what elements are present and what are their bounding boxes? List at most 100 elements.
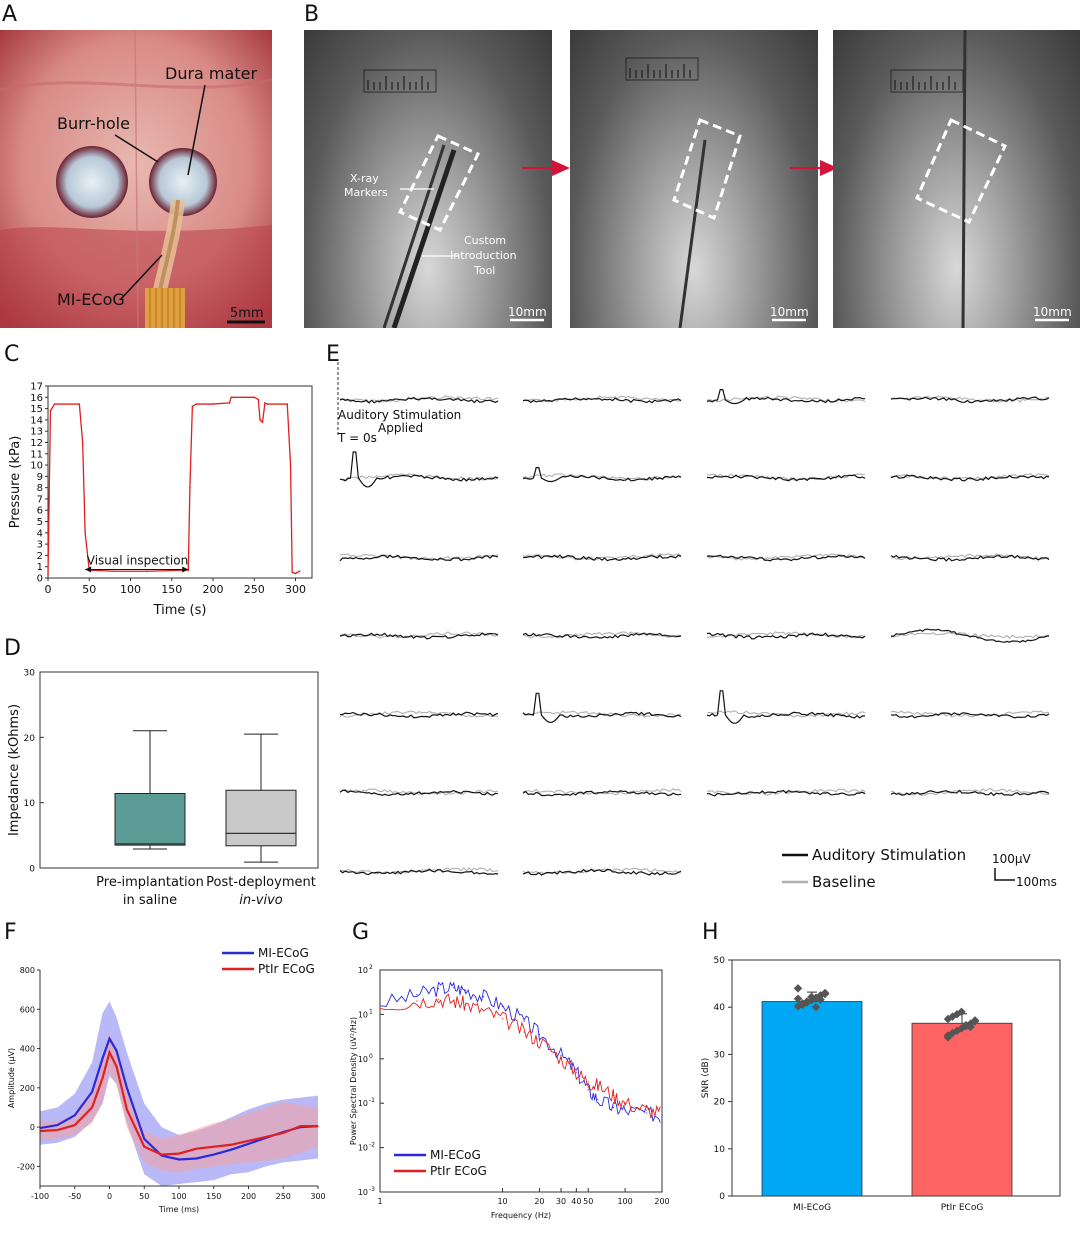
scale-label-a: 5mm <box>230 306 264 321</box>
category-label: Pre-implantation <box>96 875 204 890</box>
trace-stimulation <box>523 554 682 562</box>
y-tick-label: 17 <box>30 382 43 393</box>
y-tick-label: 2 <box>37 551 43 562</box>
pressure-point <box>294 572 297 575</box>
y-tick-label: 0 <box>30 1123 35 1132</box>
pressure-point <box>266 403 269 405</box>
marker-box-2 <box>672 118 742 221</box>
trace-baseline <box>706 473 866 481</box>
series-point <box>300 1125 302 1127</box>
psd-point <box>597 1084 599 1087</box>
trace-stimulation <box>522 868 682 876</box>
series-point <box>74 1124 76 1126</box>
arrow-head-right <box>182 566 189 573</box>
series-point <box>230 1149 232 1151</box>
box-1 <box>114 793 186 846</box>
marker-box-1 <box>397 134 481 232</box>
plot-frame <box>731 959 1061 1197</box>
pressure-point <box>81 441 84 444</box>
x-tick-label: 100 <box>171 1192 186 1201</box>
pressure-point <box>146 570 148 573</box>
trace-stimulation <box>522 790 682 797</box>
trace-baseline <box>339 710 499 718</box>
series-point <box>178 1153 180 1155</box>
trace-stimulation <box>890 554 1050 562</box>
psd-point <box>646 1112 648 1114</box>
y-tick-label: 0 <box>719 1192 725 1202</box>
psd-point <box>661 1112 663 1114</box>
label-tool-1: Custom <box>464 234 506 247</box>
x-tick-label: 1 <box>377 1197 382 1206</box>
y-tick-label: 13 <box>30 427 43 438</box>
y-tick-label: 10 <box>714 1145 726 1155</box>
label-xray-markers-1: X-ray <box>350 172 379 185</box>
x-tick-label: 30 <box>556 1197 566 1206</box>
trace-baseline <box>522 631 682 639</box>
pressure-line <box>47 396 300 575</box>
trace-baseline <box>706 395 866 403</box>
series-point <box>195 1148 197 1150</box>
xray-image-1: X-ray Markers Custom Introduction Tool 1… <box>304 30 552 328</box>
series-point <box>126 1087 128 1089</box>
pressure-point <box>228 402 231 404</box>
y-tick-label: 6 <box>37 506 43 517</box>
y-axis-label: SNR (dB) <box>701 1058 711 1098</box>
psd-line-1 <box>379 981 661 1123</box>
y-axis-label: Power Spectral Density (uV²/Hz) <box>349 1017 358 1145</box>
pressure-point <box>78 403 81 405</box>
x-tick-label: 300 <box>310 1192 325 1201</box>
pressure-point <box>253 396 256 399</box>
y-tick-label: 200 <box>20 1084 35 1093</box>
scale-label-b3: 10mm <box>1033 305 1072 319</box>
series-point <box>265 1136 267 1138</box>
arrow-head-left <box>85 566 92 573</box>
label-burr-hole: Burr-hole <box>57 114 130 133</box>
psd-point <box>482 996 485 998</box>
y-tick-exp: -3 <box>369 1186 375 1193</box>
y-tick-base: 10 <box>358 1010 368 1019</box>
psd-point <box>416 1000 418 1002</box>
category-label: PtIr ECoG <box>941 1203 984 1213</box>
series-point <box>108 1038 111 1040</box>
panel-d-letter: D <box>4 636 21 661</box>
x-tick-label: 250 <box>244 583 265 596</box>
series-point <box>178 1158 180 1161</box>
x-axis-label: Time (ms) <box>158 1205 199 1214</box>
x-tick-label: 250 <box>276 1192 291 1201</box>
pressure-point <box>212 403 214 405</box>
trace-baseline <box>522 395 682 403</box>
label-tool-2: Introduction <box>450 249 517 262</box>
y-tick-exp: -2 <box>369 1142 375 1149</box>
y-tick-label: 3 <box>37 540 43 551</box>
series-point <box>56 1129 58 1131</box>
psd-point <box>575 1071 577 1073</box>
y-tick-exp: 1 <box>369 1008 373 1015</box>
trace-stimulation <box>522 632 682 639</box>
y-tick-exp: 0 <box>369 1053 373 1060</box>
pressure-point <box>257 398 260 401</box>
psd-chart: 10 -310 -210 -110 010 110 21 10 20 30 40 50 100 200Fr… <box>349 964 670 1220</box>
category-label: in-vivo <box>239 893 283 908</box>
y-axis-label: Pressure (kPa) <box>8 436 23 529</box>
pressure-point <box>189 486 191 489</box>
y-tick-label: 4 <box>37 528 43 539</box>
x-tick-label: 10 <box>497 1197 507 1206</box>
x-tick-label: 50 <box>583 1197 593 1206</box>
label-tool-3: Tool <box>473 264 495 277</box>
series-point <box>74 1114 76 1116</box>
psd-point <box>538 1034 541 1036</box>
pressure-point <box>261 421 264 423</box>
series-point <box>247 1140 250 1142</box>
trace-stimulation <box>706 632 866 640</box>
y-tick-label: 0 <box>29 865 35 875</box>
inspection-label: Visual inspection <box>87 554 188 568</box>
plot-frame <box>39 671 319 869</box>
x-tick-label: 100 <box>617 1197 632 1206</box>
y-tick-label: 20 <box>714 1098 726 1108</box>
y-tick-label: 0 <box>37 574 43 585</box>
burr-hole-left <box>56 146 128 218</box>
y-tick-label: 16 <box>30 393 43 404</box>
psd-point <box>612 1094 614 1096</box>
x-axis-label: Time (s) <box>153 603 207 618</box>
